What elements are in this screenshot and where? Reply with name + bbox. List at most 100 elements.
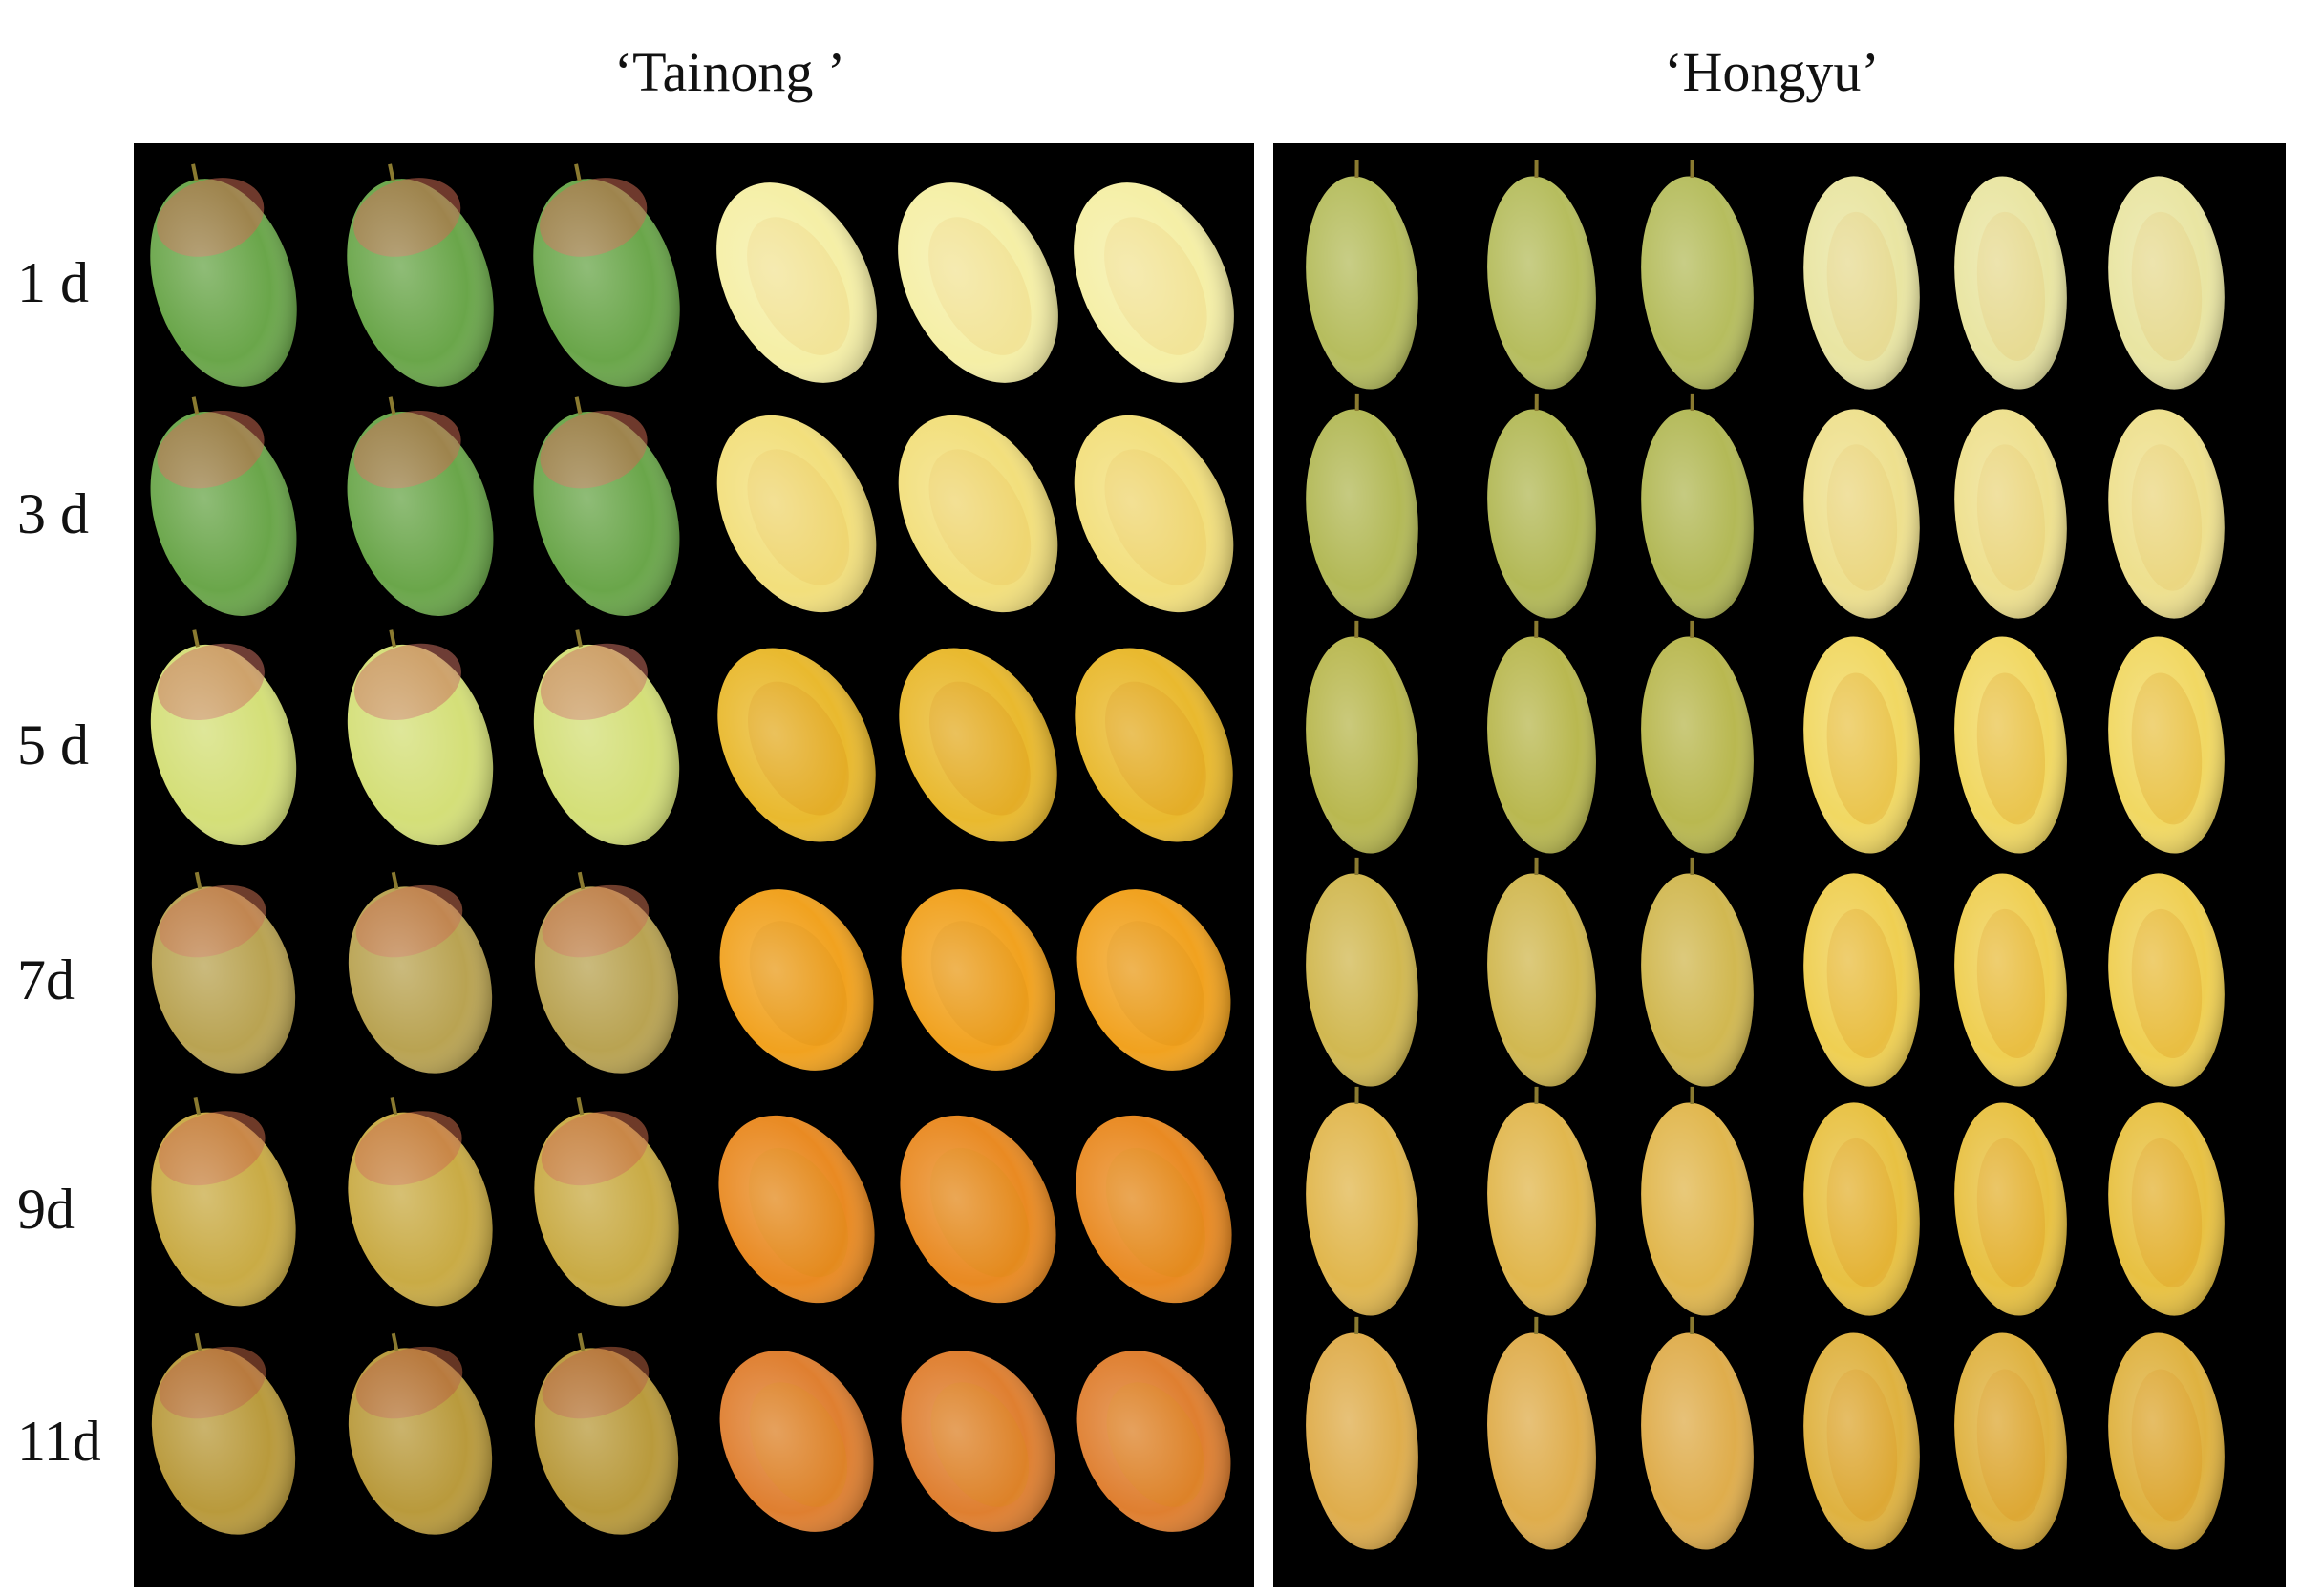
- mango-whole: [348, 1332, 493, 1535]
- mango-shape: [1641, 409, 1754, 619]
- mango-shape: [1306, 1332, 1418, 1550]
- row-label: 7d: [17, 948, 75, 1011]
- mango-whole: [348, 871, 493, 1074]
- mango-shape: [1954, 1332, 2067, 1550]
- mango-stem: [388, 163, 395, 181]
- mango-shape: [151, 1348, 296, 1535]
- mango-shape: [1954, 873, 2067, 1087]
- mango-cut: [1076, 1351, 1231, 1532]
- mango-shape: [1487, 873, 1596, 1087]
- panel-background: [134, 143, 1254, 1587]
- mango-whole: [347, 163, 494, 387]
- mango-whole: [1487, 1086, 1596, 1316]
- mango-whole: [1306, 160, 1418, 390]
- mango-stem: [1534, 857, 1539, 875]
- mango-shape: [347, 179, 494, 387]
- mango-shape: [2108, 1332, 2225, 1550]
- mango-shape: [151, 1112, 296, 1307]
- mango-cut: [900, 1115, 1056, 1304]
- mango-cut: [901, 889, 1055, 1071]
- mango-shape: [716, 415, 877, 613]
- mango-whole: [347, 396, 494, 616]
- mango-stem: [390, 1096, 398, 1116]
- mango-shape: [1641, 873, 1754, 1087]
- mango-whole: [1487, 857, 1596, 1087]
- mango-stem: [1690, 160, 1694, 178]
- row-label: 11d: [17, 1410, 101, 1473]
- mango-shape: [348, 1348, 493, 1535]
- mango-shape: [1954, 636, 2067, 854]
- mango-whole: [534, 1332, 679, 1535]
- mango-stem: [1354, 1086, 1359, 1104]
- mango-stem: [1354, 857, 1359, 875]
- mango-whole: [1306, 857, 1418, 1087]
- mango-cut: [719, 1351, 874, 1532]
- mango-cut: [716, 415, 877, 613]
- mango-shape: [1954, 409, 2067, 619]
- mango-cut: [2108, 873, 2225, 1087]
- mango-shape: [1954, 176, 2067, 390]
- mango-shape: [2108, 1102, 2225, 1316]
- mango-shape: [150, 644, 297, 846]
- mango-shape: [901, 889, 1055, 1071]
- row-label: 3 d: [17, 482, 89, 545]
- mango-shape: [716, 182, 877, 383]
- mango-cut: [899, 648, 1057, 842]
- mango-cut: [898, 415, 1058, 613]
- mango-shape: [533, 412, 680, 616]
- mango-shape: [2108, 636, 2225, 854]
- mango-stem: [1690, 1316, 1694, 1334]
- mango-cut: [719, 889, 874, 1071]
- mango-shape: [900, 1115, 1056, 1304]
- mango-shape: [150, 412, 297, 616]
- mango-shape: [1306, 409, 1418, 619]
- mango-stem: [576, 1096, 585, 1116]
- mango-whole: [1306, 393, 1418, 619]
- mango-stem: [577, 1332, 586, 1351]
- mango-shape: [1306, 873, 1418, 1087]
- mango-stem: [1534, 1316, 1539, 1334]
- mango-whole: [1487, 620, 1596, 854]
- mango-whole: [1641, 1316, 1754, 1550]
- mango-stem: [1690, 1086, 1694, 1104]
- mango-shape: [1074, 182, 1234, 383]
- mango-stem: [577, 871, 586, 890]
- mango-shape: [1954, 1102, 2067, 1316]
- panel-title: ‘Tainong ’: [614, 41, 845, 103]
- mango-whole: [1487, 1316, 1596, 1550]
- mango-shape: [1803, 873, 1920, 1087]
- mango-whole: [1641, 393, 1754, 619]
- row-label: 1 d: [17, 251, 89, 314]
- mango-stem: [1534, 393, 1539, 411]
- mango-whole: [151, 1096, 296, 1307]
- mango-stem: [391, 871, 399, 890]
- mango-whole: [1306, 1316, 1418, 1550]
- row-label: 9d: [17, 1178, 75, 1241]
- mango-whole: [1306, 1086, 1418, 1316]
- mango-shape: [719, 889, 874, 1071]
- mango-cut: [901, 1351, 1055, 1532]
- mango-shape: [1076, 1115, 1232, 1304]
- mango-whole: [348, 1096, 493, 1307]
- mango-stem: [391, 1332, 399, 1351]
- mango-cut: [2108, 176, 2225, 390]
- mango-cut: [1803, 636, 1920, 854]
- mango-cut: [717, 648, 876, 842]
- row-label: 5 d: [17, 713, 89, 777]
- mango-shape: [533, 179, 680, 387]
- mango-shape: [1487, 1102, 1596, 1316]
- mango-shape: [1074, 415, 1234, 613]
- mango-cut: [1954, 1102, 2067, 1316]
- mango-cut: [1954, 176, 2067, 390]
- mango-shape: [718, 1115, 875, 1304]
- mango-stem: [193, 1096, 202, 1116]
- mango-whole: [533, 163, 680, 387]
- mango-shape: [1803, 176, 1920, 390]
- mango-whole: [150, 396, 297, 616]
- mango-shape: [534, 1348, 679, 1535]
- mango-stem: [1690, 857, 1694, 875]
- mango-shape: [1487, 176, 1596, 390]
- mango-shape: [1803, 636, 1920, 854]
- mango-cut: [898, 182, 1058, 383]
